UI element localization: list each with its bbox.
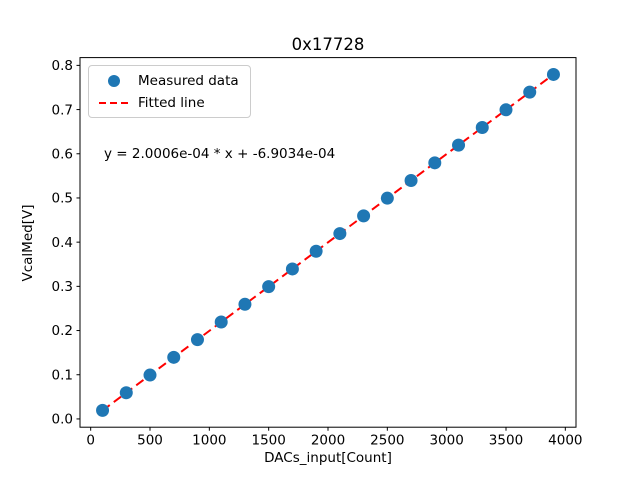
scatter-point <box>262 280 276 294</box>
scatter-point <box>523 85 537 99</box>
scatter-point <box>499 103 513 117</box>
scatter-point <box>452 138 466 152</box>
chart-title: 0x17728 <box>291 35 365 54</box>
x-tick-label: 4000 <box>548 433 582 449</box>
y-axis-label: VcalMed[V] <box>20 204 36 282</box>
y-tick-label: 0.3 <box>52 279 73 295</box>
x-tick-label: 3500 <box>489 433 523 449</box>
scatter-point <box>546 67 560 81</box>
scatter-point <box>428 156 442 170</box>
scatter-point <box>333 227 347 241</box>
scatter-point <box>309 244 323 258</box>
scatter-point <box>119 386 133 400</box>
y-tick-label: 0.0 <box>52 412 73 428</box>
x-tick-label: 2000 <box>311 433 345 449</box>
legend-entry-measured-data: Measured data <box>98 71 239 90</box>
y-tick-label: 0.4 <box>52 235 73 251</box>
x-axis-label: DACs_input[Count] <box>264 450 392 466</box>
y-tick-label: 0.5 <box>52 191 73 207</box>
scatter-point <box>285 262 299 276</box>
y-tick-label: 0.2 <box>52 323 73 339</box>
scatter-point <box>238 297 252 311</box>
y-tick-label: 0.7 <box>52 102 73 118</box>
scatter-point <box>404 174 418 188</box>
y-tick-label: 0.1 <box>52 367 73 383</box>
scatter-point <box>357 209 371 223</box>
legend-label-measured-data: Measured data <box>138 72 239 89</box>
scatter-point <box>380 191 394 205</box>
legend-label-fitted-line: Fitted line <box>138 94 205 111</box>
y-tick-label: 0.8 <box>52 58 73 74</box>
dashed-line-icon <box>98 96 130 110</box>
scatter-point <box>214 315 228 329</box>
scatter-point <box>167 350 181 364</box>
legend-entry-fitted-line: Fitted line <box>98 93 239 112</box>
x-tick-label: 500 <box>137 433 163 449</box>
x-tick-label: 1000 <box>192 433 226 449</box>
scatter-point <box>143 368 157 382</box>
scatter-point <box>96 403 110 417</box>
scatter-point <box>190 333 204 347</box>
x-tick-label: 1500 <box>251 433 285 449</box>
x-tick-label: 2500 <box>370 433 404 449</box>
y-tick-label: 0.6 <box>52 146 73 162</box>
x-tick-label: 0 <box>86 433 95 449</box>
x-tick-label: 3000 <box>429 433 463 449</box>
legend: Measured data Fitted line <box>88 65 251 118</box>
scatter-point <box>475 120 489 134</box>
scatter-marker-icon <box>98 74 130 88</box>
fit-equation-annotation: y = 2.0006e-04 * x + -6.9034e-04 <box>104 146 336 162</box>
